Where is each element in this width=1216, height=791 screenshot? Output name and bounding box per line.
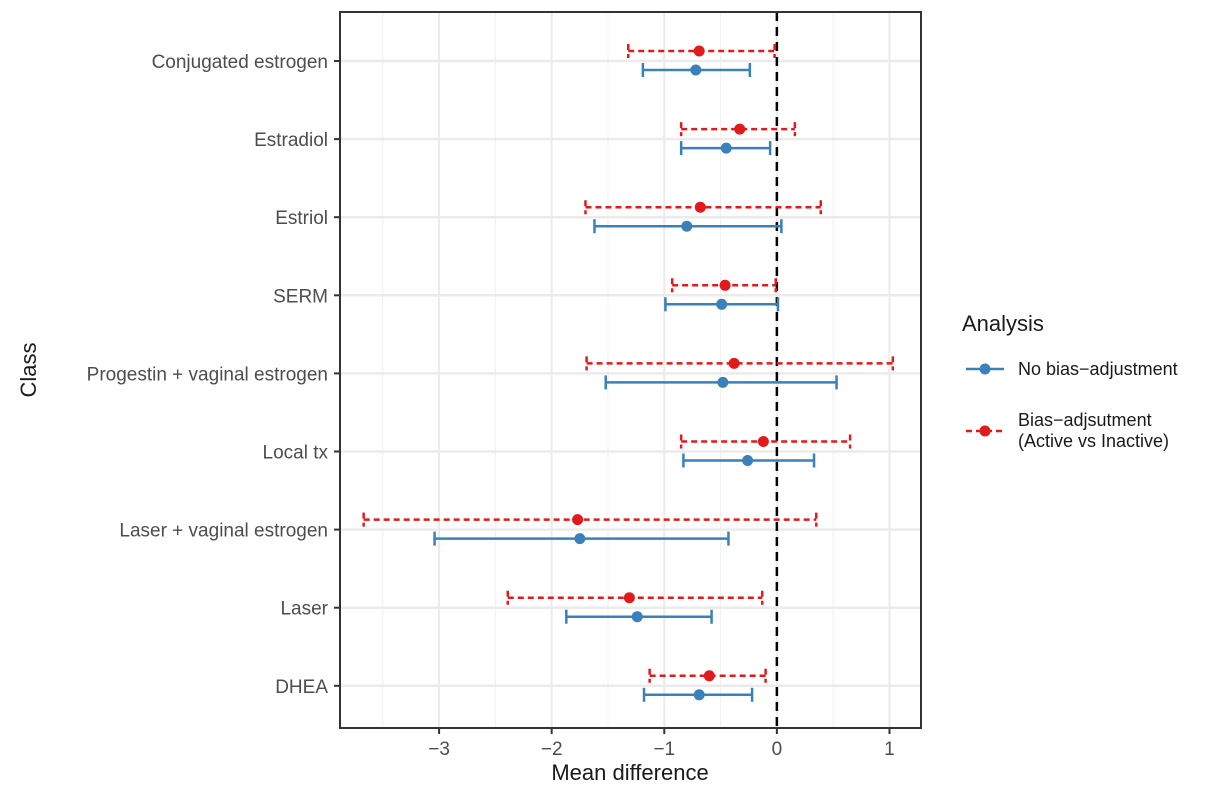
estimate-point-estriol <box>694 201 706 213</box>
y-tick-label: Conjugated estrogen <box>152 52 328 73</box>
y-tick-label: Progestin + vaginal estrogen <box>87 364 328 385</box>
estimate-point-progestin-vaginal-estrogen <box>728 357 740 369</box>
legend-label: Bias−adjsutment (Active vs Inactive) <box>1018 410 1169 451</box>
series-unadjusted <box>433 63 838 702</box>
estimate-point-estradiol <box>720 142 732 154</box>
estimate-point-serm <box>716 298 728 310</box>
x-tick-label: 0 <box>772 739 783 760</box>
y-axis: Conjugated estrogen Estradiol Estriol SERM P… <box>87 52 340 698</box>
x-tick-label: −1 <box>653 739 675 760</box>
estimate-point-conjugated-estrogen <box>693 45 705 57</box>
y-tick-label: SERM <box>273 286 328 307</box>
legend: Analysis No bias−adjustment Bias−adjsutme… <box>962 311 1178 451</box>
estimate-point-local-tx <box>742 455 754 466</box>
x-tick-label: 1 <box>884 739 895 760</box>
legend-key-point <box>979 425 991 437</box>
y-axis-title: Class <box>16 342 41 397</box>
y-tick-label: Estriol <box>275 208 328 229</box>
estimate-point-dhea <box>693 689 705 701</box>
x-axis: −3 −2 −1 0 1 <box>428 728 895 760</box>
y-tick-label: Estradiol <box>254 130 328 151</box>
estimate-point-conjugated-estrogen <box>690 64 702 76</box>
x-tick-label: −2 <box>541 739 563 760</box>
estimate-point-laser-vaginal-estrogen <box>574 533 586 545</box>
panel-border <box>339 11 922 729</box>
estimate-point-estriol <box>681 220 693 232</box>
panel-background <box>340 12 921 728</box>
y-tick-label: Local tx <box>263 443 329 464</box>
series-bias-adjusted <box>362 44 895 683</box>
estimate-point-laser-vaginal-estrogen <box>572 514 584 526</box>
estimate-point-estradiol <box>734 123 746 135</box>
estimate-point-local-tx <box>757 436 769 447</box>
legend-key-point <box>979 363 991 375</box>
estimate-point-laser <box>623 592 635 604</box>
y-tick-label: Laser <box>280 599 328 620</box>
estimate-point-progestin-vaginal-estrogen <box>717 376 729 388</box>
x-axis-title: Mean difference <box>551 760 708 785</box>
legend-label: No bias−adjustment <box>1018 359 1178 379</box>
x-tick-label: −3 <box>428 739 450 760</box>
major-gridlines <box>340 12 921 728</box>
y-tick-label: DHEA <box>275 677 328 698</box>
series-layer <box>362 44 895 702</box>
y-tick-label: Laser + vaginal estrogen <box>119 521 328 542</box>
estimate-point-serm <box>719 279 731 291</box>
legend-title: Analysis <box>962 311 1044 336</box>
estimate-point-laser <box>631 611 643 623</box>
estimate-point-dhea <box>703 670 715 682</box>
